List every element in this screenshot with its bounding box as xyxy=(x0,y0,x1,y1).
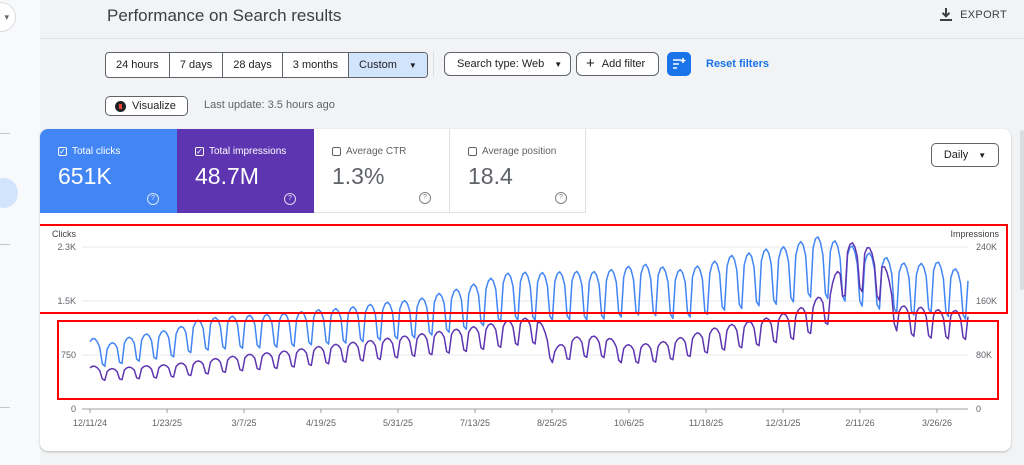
rail-divider xyxy=(0,133,10,134)
filter-list-button[interactable] xyxy=(667,52,691,76)
metric-tile-clicks[interactable]: ✓ Total clicks 651K ? xyxy=(40,129,177,213)
help-icon[interactable]: ? xyxy=(555,192,567,204)
checkbox-checked-icon[interactable]: ✓ xyxy=(58,147,67,156)
left-tick-label: 750 xyxy=(61,350,76,360)
help-icon[interactable]: ? xyxy=(419,192,431,204)
x-tick-label: 2/11/26 xyxy=(845,418,874,428)
right-tick-label: 240K xyxy=(976,242,997,252)
last-update-text: Last update: 3.5 hours ago xyxy=(204,99,335,111)
scrollbar[interactable] xyxy=(1020,130,1024,290)
search-type-label: Search type: Web xyxy=(457,58,545,70)
caret-down-icon: ▼ xyxy=(408,60,417,70)
metric-tile-impressions[interactable]: ✓ Total impressions 48.7M ? xyxy=(177,129,314,213)
left-tick-label: 2.3K xyxy=(57,242,76,252)
metric-label: Average position xyxy=(482,146,557,157)
metric-value: 48.7M xyxy=(195,163,259,189)
highlight-box xyxy=(40,224,1008,314)
left-axis-title: Clicks xyxy=(52,229,76,239)
metric-value: 18.4 xyxy=(468,163,513,189)
rail-divider xyxy=(0,407,10,408)
metric-value: 1.3% xyxy=(332,163,385,189)
x-tick-label: 4/19/25 xyxy=(306,418,336,428)
range-7-days[interactable]: 7 days xyxy=(170,53,224,77)
metric-tile-position[interactable]: Average position 18.4 ? xyxy=(450,129,586,213)
series-line-clicks xyxy=(89,236,969,368)
right-axis-title: Impressions xyxy=(950,229,999,239)
x-tick-label: 8/25/25 xyxy=(537,418,567,428)
page-title: Performance on Search results xyxy=(107,6,342,25)
range-custom[interactable]: Custom ▼ xyxy=(349,53,427,77)
add-filter-button[interactable]: + Add filter xyxy=(576,52,659,76)
export-label: EXPORT xyxy=(960,8,1007,21)
range-custom-label: Custom xyxy=(359,59,397,71)
granularity-label: Daily xyxy=(943,149,969,161)
visualize-button[interactable]: Visualize xyxy=(105,96,188,116)
metric-label: Average CTR xyxy=(346,146,407,157)
checkbox-unchecked-icon[interactable] xyxy=(332,147,341,156)
x-tick-label: 1/23/25 xyxy=(152,418,182,428)
add-filter-label: Add filter xyxy=(601,58,646,70)
series-line-impressions xyxy=(89,242,969,382)
left-tick-label: 0 xyxy=(71,404,76,414)
x-tick-label: 3/7/25 xyxy=(231,418,256,428)
rail-divider xyxy=(0,244,10,245)
date-range-selector: 24 hours 7 days 28 days 3 months Custom … xyxy=(105,52,428,78)
metric-tile-ctr[interactable]: Average CTR 1.3% ? xyxy=(314,129,450,213)
right-tick-label: 160K xyxy=(976,296,997,306)
download-icon xyxy=(940,8,953,21)
granularity-dropdown[interactable]: Daily ▼ xyxy=(931,143,999,167)
help-icon[interactable]: ? xyxy=(284,193,296,205)
caret-down-icon: ▼ xyxy=(554,59,563,69)
caret-down-icon: ▼ xyxy=(978,150,987,160)
left-rail: ▾ xyxy=(0,0,40,465)
checkbox-unchecked-icon[interactable] xyxy=(468,147,477,156)
x-tick-label: 7/13/25 xyxy=(460,418,490,428)
range-24-hours[interactable]: 24 hours xyxy=(106,53,170,77)
active-nav-indicator[interactable] xyxy=(0,178,18,208)
header-divider xyxy=(40,38,1024,39)
metric-label: Total clicks xyxy=(72,146,121,157)
reset-filters-link[interactable]: Reset filters xyxy=(706,58,769,70)
plus-icon: + xyxy=(586,55,595,72)
highlight-box xyxy=(57,320,999,400)
performance-card: ✓ Total clicks 651K ? ✓ Total impressions … xyxy=(40,129,1011,451)
help-icon[interactable]: ? xyxy=(147,193,159,205)
metric-label: Total impressions xyxy=(209,146,287,157)
x-tick-label: 10/6/25 xyxy=(614,418,644,428)
chevron-down-icon[interactable]: ▾ xyxy=(0,2,16,32)
x-tick-label: 12/31/25 xyxy=(765,418,800,428)
right-tick-label: 0 xyxy=(976,404,981,414)
right-tick-label: 80K xyxy=(976,350,992,360)
x-tick-label: 11/18/25 xyxy=(689,418,723,428)
toolbar-divider xyxy=(433,52,434,76)
left-tick-label: 1.5K xyxy=(57,296,76,306)
search-type-dropdown[interactable]: Search type: Web ▼ xyxy=(444,52,571,76)
x-tick-label: 12/11/24 xyxy=(73,418,107,428)
checkbox-checked-icon[interactable]: ✓ xyxy=(195,147,204,156)
performance-chart: Clicks Impressions 2.3K 240K 1.5K 160K 750 80… xyxy=(40,224,1008,428)
visualize-icon xyxy=(115,100,126,112)
export-button[interactable]: EXPORT xyxy=(940,8,1007,21)
range-3-months[interactable]: 3 months xyxy=(283,53,350,77)
visualize-label: Visualize xyxy=(132,100,176,112)
x-tick-label: 5/31/25 xyxy=(383,418,413,428)
x-tick-label: 3/26/26 xyxy=(922,418,952,428)
metric-value: 651K xyxy=(58,163,112,189)
filter-list-icon xyxy=(673,58,686,69)
range-28-days[interactable]: 28 days xyxy=(223,53,283,77)
